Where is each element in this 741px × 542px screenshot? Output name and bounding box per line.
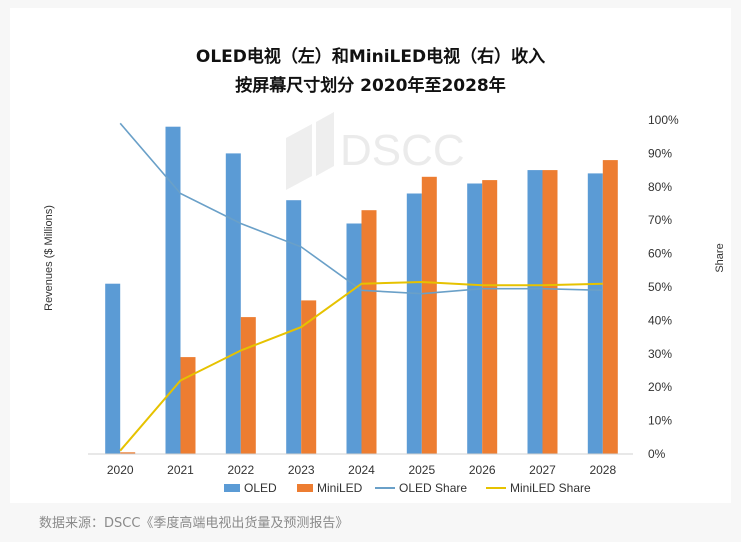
y2-tick-label: 50% — [648, 280, 672, 294]
bar-miniled-2025 — [421, 176, 437, 455]
dscc-watermark: DSCC — [286, 112, 465, 190]
x-tick-label: 2022 — [227, 463, 254, 477]
y2-tick-label: 10% — [648, 414, 672, 428]
legend-label: MiniLED — [317, 481, 363, 495]
x-tick-label: 2024 — [348, 463, 375, 477]
y2-tick-label: 100% — [648, 113, 679, 127]
y2-tick-label: 90% — [648, 146, 672, 160]
line-miniled-share — [119, 280, 603, 452]
bar-miniled-2028 — [602, 160, 618, 454]
y-axis-label: Revenues ($ Millions) — [43, 205, 55, 311]
bar-oled-2022 — [225, 153, 241, 454]
y2-tick-label: 0% — [648, 447, 666, 461]
x-tick-label: 2027 — [529, 463, 556, 477]
y2-tick-label: 60% — [648, 247, 672, 261]
x-tick-label: 2028 — [589, 463, 616, 477]
bar-oled-2024 — [346, 223, 362, 454]
y2-tick-label: 30% — [648, 347, 672, 361]
bar-miniled-2022 — [240, 317, 256, 454]
legend: OLED MiniLED OLED Share MiniLED Share — [224, 481, 591, 495]
bar-oled-2026 — [467, 183, 483, 454]
legend-swatch-miniled — [297, 484, 313, 492]
x-tick-label: 2021 — [167, 463, 194, 477]
bar-oled-2021 — [165, 126, 181, 454]
bar-oled-2028 — [587, 173, 603, 454]
dscc-logo-icon — [286, 112, 334, 190]
legend-label: OLED Share — [399, 481, 467, 495]
chart-subtitle: 按屏幕尺寸划分 2020年至2028年 — [235, 76, 506, 96]
x-tick-label: 2023 — [288, 463, 315, 477]
bar-miniled-2026 — [482, 180, 498, 454]
bar-oled-2027 — [527, 170, 543, 454]
chart-title: OLED电视（左）和MiniLED电视（右）收入 — [195, 47, 546, 67]
x-tick-label: 2020 — [107, 463, 134, 477]
legend-label: OLED — [244, 481, 277, 495]
y2-tick-label: 80% — [648, 180, 672, 194]
y2-tick-label: 70% — [648, 213, 672, 227]
bar-oled-2023 — [286, 200, 302, 454]
source-note: 数据来源：DSCC《季度高端电视出货量及预测报告》 — [39, 516, 349, 531]
bar-miniled-2023 — [301, 300, 317, 454]
bar-oled-2025 — [406, 193, 422, 454]
bar-oled-2020 — [105, 283, 121, 454]
line-oled-share — [119, 122, 603, 295]
legend-swatch-oled — [224, 484, 240, 492]
x-tick-label: 2025 — [408, 463, 435, 477]
y2-tick-label: 20% — [648, 380, 672, 394]
bar-miniled-2027 — [542, 170, 558, 454]
bar-miniled-2024 — [361, 210, 377, 454]
bar-miniled-2020 — [120, 452, 136, 454]
y2-tick-label: 40% — [648, 313, 672, 327]
legend-label: MiniLED Share — [510, 481, 591, 495]
y2-axis-label: Share — [714, 243, 726, 272]
x-tick-label: 2026 — [469, 463, 496, 477]
bar-miniled-2021 — [180, 357, 196, 454]
watermark-text: DSCC — [340, 126, 465, 175]
